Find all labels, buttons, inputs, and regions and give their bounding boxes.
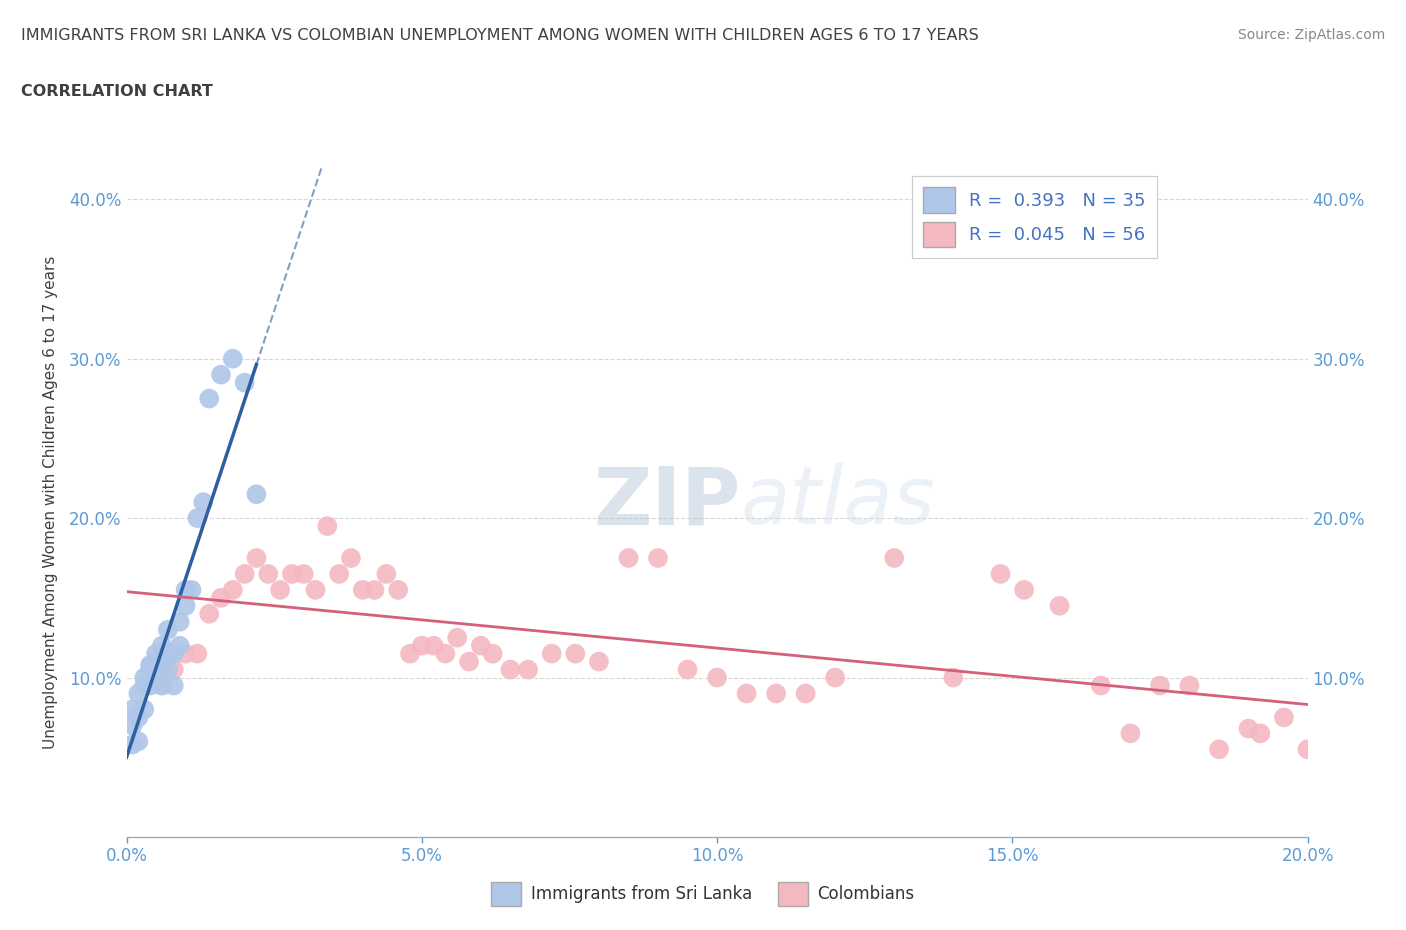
Point	[1178, 678, 1201, 693]
Point	[180, 582, 202, 597]
Point	[434, 646, 457, 661]
Point	[121, 737, 143, 752]
Point	[328, 566, 350, 581]
Point	[174, 646, 197, 661]
Point	[245, 551, 267, 565]
Point	[134, 671, 156, 685]
Point	[121, 718, 143, 733]
Point	[150, 678, 173, 693]
Point	[824, 671, 846, 685]
Point	[1272, 710, 1295, 724]
Point	[145, 671, 167, 685]
Point	[193, 495, 215, 510]
Point	[222, 352, 245, 366]
Text: Source: ZipAtlas.com: Source: ZipAtlas.com	[1237, 28, 1385, 42]
Point	[150, 638, 173, 653]
Point	[883, 551, 905, 565]
Point	[1296, 742, 1319, 757]
Point	[134, 702, 156, 717]
Point	[676, 662, 699, 677]
Point	[156, 662, 179, 677]
Point	[209, 591, 232, 605]
Point	[706, 671, 728, 685]
Legend: R =  0.393   N = 35, R =  0.045   N = 56: R = 0.393 N = 35, R = 0.045 N = 56	[911, 177, 1157, 259]
Point	[399, 646, 422, 661]
Point	[340, 551, 363, 565]
Point	[121, 702, 143, 717]
Point	[245, 486, 267, 501]
Point	[1249, 726, 1271, 741]
Point	[1237, 721, 1260, 736]
Point	[411, 638, 433, 653]
Point	[163, 662, 186, 677]
Point	[647, 551, 669, 565]
Point	[352, 582, 374, 597]
Point	[617, 551, 640, 565]
Point	[145, 654, 167, 669]
Point	[446, 631, 468, 645]
Point	[186, 646, 208, 661]
Point	[1090, 678, 1112, 693]
Point	[186, 511, 208, 525]
Point	[209, 367, 232, 382]
Point	[499, 662, 522, 677]
Point	[1119, 726, 1142, 741]
Point	[564, 646, 586, 661]
Point	[1208, 742, 1230, 757]
Point	[517, 662, 540, 677]
Point	[304, 582, 326, 597]
Point	[1049, 598, 1071, 613]
Legend: Immigrants from Sri Lanka, Colombians: Immigrants from Sri Lanka, Colombians	[485, 875, 921, 912]
Point	[156, 622, 179, 637]
Point	[145, 646, 167, 661]
Point	[990, 566, 1012, 581]
Point	[233, 566, 256, 581]
Point	[169, 615, 191, 630]
Point	[233, 375, 256, 390]
Point	[127, 686, 149, 701]
Point	[1012, 582, 1035, 597]
Text: atlas: atlas	[741, 463, 935, 541]
Point	[127, 710, 149, 724]
Point	[375, 566, 398, 581]
Point	[281, 566, 304, 581]
Point	[387, 582, 409, 597]
Point	[269, 582, 291, 597]
Point	[316, 519, 339, 534]
Point	[163, 646, 186, 661]
Point	[794, 686, 817, 701]
Point	[163, 678, 186, 693]
Point	[139, 678, 162, 693]
Point	[169, 638, 191, 653]
Text: IMMIGRANTS FROM SRI LANKA VS COLOMBIAN UNEMPLOYMENT AMONG WOMEN WITH CHILDREN AG: IMMIGRANTS FROM SRI LANKA VS COLOMBIAN U…	[21, 28, 979, 43]
Point	[735, 686, 758, 701]
Point	[198, 606, 221, 621]
Point	[156, 646, 179, 661]
Point	[1149, 678, 1171, 693]
Point	[222, 582, 245, 597]
Point	[127, 734, 149, 749]
Point	[198, 392, 221, 406]
Y-axis label: Unemployment Among Women with Children Ages 6 to 17 years: Unemployment Among Women with Children A…	[44, 256, 58, 749]
Point	[458, 654, 481, 669]
Point	[765, 686, 787, 701]
Point	[134, 678, 156, 693]
Point	[588, 654, 610, 669]
Point	[481, 646, 503, 661]
Point	[363, 582, 385, 597]
Text: ZIP: ZIP	[593, 463, 741, 541]
Point	[174, 598, 197, 613]
Point	[292, 566, 315, 581]
Point	[422, 638, 444, 653]
Point	[139, 662, 162, 677]
Point	[942, 671, 965, 685]
Point	[257, 566, 280, 581]
Point	[174, 582, 197, 597]
Text: CORRELATION CHART: CORRELATION CHART	[21, 84, 212, 99]
Point	[540, 646, 562, 661]
Point	[150, 678, 173, 693]
Point	[150, 658, 173, 672]
Point	[139, 658, 162, 672]
Point	[470, 638, 492, 653]
